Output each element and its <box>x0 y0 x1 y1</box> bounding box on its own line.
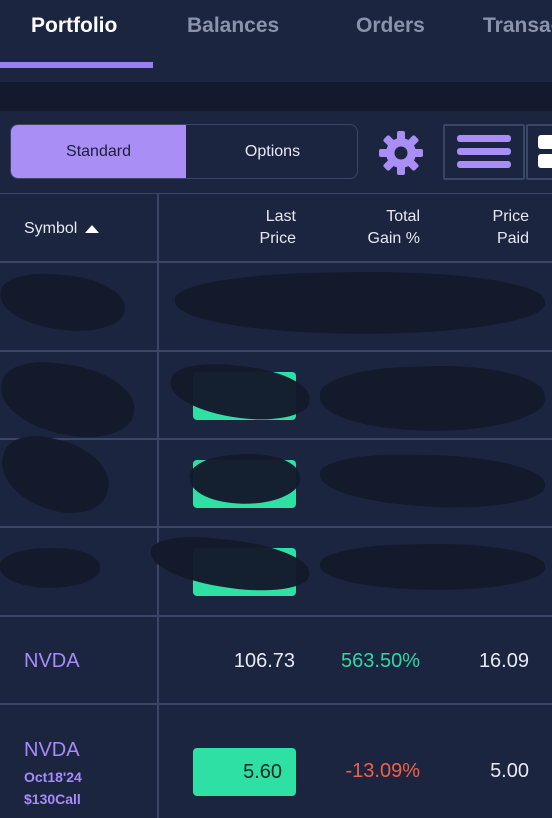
symbol-header[interactable]: Symbol <box>24 218 100 240</box>
price-paid-header[interactable]: Price Paid <box>460 206 529 250</box>
total-gain-cell: -13.09% <box>345 760 421 782</box>
last-price-box: 5.60 <box>193 748 296 796</box>
table-top-border <box>0 193 552 194</box>
total-gain-cell: 563.50% <box>341 650 420 672</box>
list-view-icon <box>457 135 511 168</box>
tab-bar: Portfolio Balances Orders Transac <box>0 0 552 82</box>
tab-transactions[interactable]: Transac <box>483 14 552 37</box>
redaction-mark <box>319 542 546 592</box>
total-gain-header-line2: Gain % <box>367 230 420 247</box>
price-paid-cell: 5.00 <box>490 760 529 782</box>
total-gain-header[interactable]: Total Gain % <box>340 206 420 250</box>
redaction-mark <box>0 270 127 335</box>
row-divider <box>0 526 552 528</box>
last-price-header-line1: Last <box>265 208 296 225</box>
tab-orders[interactable]: Orders <box>356 14 425 37</box>
redaction-mark <box>174 268 546 338</box>
row-divider <box>0 261 552 263</box>
redaction-mark <box>147 531 313 597</box>
tab-balances[interactable]: Balances <box>187 14 280 37</box>
price-paid-cell: 16.09 <box>478 650 529 672</box>
option-expiry: Oct18'24 <box>24 769 82 785</box>
redaction-mark <box>318 362 547 435</box>
grid-view-icon <box>538 135 552 168</box>
price-paid-header-line2: Paid <box>496 230 529 247</box>
gear-icon[interactable] <box>378 130 424 176</box>
standard-segment[interactable]: Standard <box>11 125 186 178</box>
row-divider <box>0 615 552 617</box>
active-tab-indicator <box>0 62 153 68</box>
sort-ascending-icon <box>85 224 100 233</box>
redaction-mark <box>319 453 546 509</box>
symbol-column-divider <box>157 193 159 818</box>
total-gain-header-line1: Total <box>386 208 420 225</box>
symbol-header-label: Symbol <box>24 220 78 237</box>
symbol-cell: NVDA <box>24 739 80 761</box>
grid-view-button[interactable] <box>526 124 552 180</box>
option-strike: $130Call <box>24 791 81 807</box>
last-price-header[interactable]: Last Price <box>226 206 296 250</box>
redaction-mark <box>0 427 117 523</box>
row-divider <box>0 438 552 440</box>
divider-band <box>0 82 552 111</box>
row-divider <box>0 350 552 352</box>
options-segment[interactable]: Options <box>244 142 301 160</box>
price-paid-header-line1: Price <box>492 208 529 225</box>
last-price-cell: 106.73 <box>233 650 295 672</box>
view-toggle: Standard Options <box>10 124 358 179</box>
symbol-cell: NVDA <box>24 650 80 672</box>
last-price-header-line2: Price <box>259 230 296 247</box>
redaction-mark <box>0 545 101 591</box>
redaction-mark <box>0 355 140 445</box>
row-divider <box>0 703 552 705</box>
list-view-button[interactable] <box>443 124 525 180</box>
tab-portfolio[interactable]: Portfolio <box>31 14 118 37</box>
redaction-mark <box>168 359 312 425</box>
